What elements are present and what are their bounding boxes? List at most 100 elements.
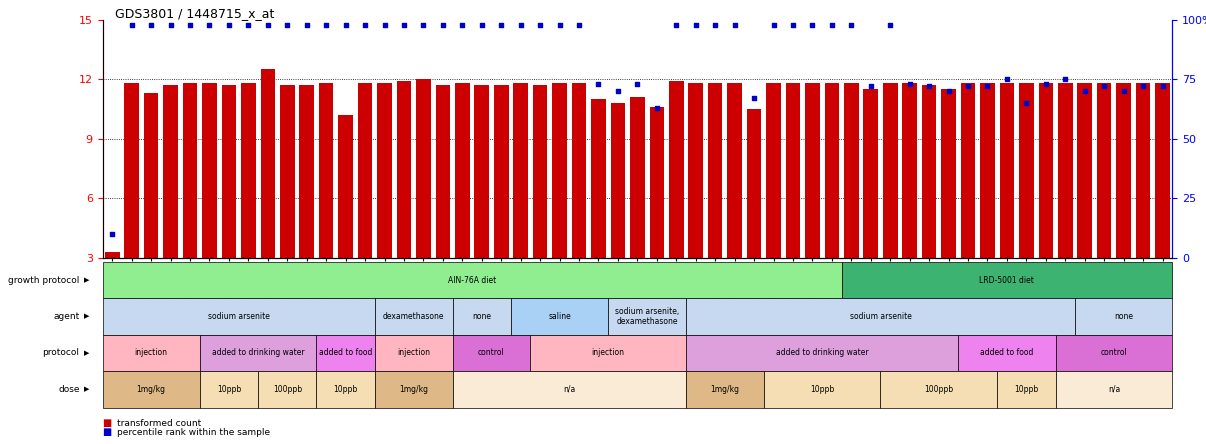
Bar: [1117, 83, 1131, 258]
Text: protocol: protocol: [42, 349, 80, 357]
Bar: [708, 83, 722, 258]
Point: [511, 21, 531, 28]
Bar: [766, 83, 780, 258]
Text: none: none: [473, 312, 491, 321]
Bar: [610, 103, 625, 258]
Text: ▶: ▶: [84, 313, 89, 320]
Text: percentile rank within the sample: percentile rank within the sample: [117, 428, 270, 436]
Point: [160, 21, 180, 28]
Bar: [883, 83, 897, 258]
Point: [394, 21, 414, 28]
Point: [1036, 80, 1055, 87]
Bar: [572, 83, 586, 258]
Point: [608, 88, 627, 95]
Bar: [941, 89, 956, 258]
Point: [763, 21, 783, 28]
Point: [842, 21, 861, 28]
Bar: [727, 83, 742, 258]
Text: n/a: n/a: [1108, 385, 1120, 394]
Text: 10ppb: 10ppb: [334, 385, 358, 394]
Point: [122, 21, 141, 28]
Text: GDS3801 / 1448715_x_at: GDS3801 / 1448715_x_at: [115, 7, 274, 20]
Bar: [1077, 83, 1091, 258]
Point: [1153, 83, 1172, 90]
Point: [900, 80, 919, 87]
Bar: [183, 83, 198, 258]
Bar: [455, 83, 469, 258]
Text: 10ppb: 10ppb: [1014, 385, 1038, 394]
Point: [297, 21, 316, 28]
Text: ▶: ▶: [84, 350, 89, 356]
Bar: [241, 83, 256, 258]
Bar: [1000, 83, 1014, 258]
Bar: [318, 83, 334, 258]
Point: [706, 21, 725, 28]
Text: injection: injection: [592, 349, 625, 357]
Point: [219, 21, 239, 28]
Point: [784, 21, 803, 28]
Bar: [650, 107, 665, 258]
Text: agent: agent: [53, 312, 80, 321]
Point: [589, 80, 608, 87]
Bar: [1038, 83, 1053, 258]
Bar: [747, 109, 761, 258]
Bar: [921, 85, 936, 258]
Text: injection: injection: [135, 349, 168, 357]
Bar: [980, 83, 995, 258]
Point: [1075, 88, 1094, 95]
Bar: [222, 85, 236, 258]
Point: [336, 21, 356, 28]
Point: [492, 21, 511, 28]
Bar: [552, 83, 567, 258]
Bar: [844, 83, 859, 258]
Bar: [630, 97, 645, 258]
Point: [277, 21, 297, 28]
Point: [822, 21, 842, 28]
Point: [978, 83, 997, 90]
Point: [686, 21, 706, 28]
Point: [1017, 99, 1036, 107]
Text: 1mg/kg: 1mg/kg: [399, 385, 428, 394]
Point: [667, 21, 686, 28]
Text: 10ppb: 10ppb: [810, 385, 835, 394]
Bar: [825, 83, 839, 258]
Bar: [961, 83, 976, 258]
Point: [452, 21, 472, 28]
Point: [919, 83, 938, 90]
Text: ▶: ▶: [84, 277, 89, 283]
Bar: [591, 99, 605, 258]
Point: [861, 83, 880, 90]
Point: [181, 21, 200, 28]
Text: added to food: added to food: [980, 349, 1034, 357]
Point: [356, 21, 375, 28]
Text: control: control: [1101, 349, 1128, 357]
Bar: [669, 81, 684, 258]
Bar: [533, 85, 548, 258]
Bar: [144, 93, 158, 258]
Point: [375, 21, 394, 28]
Bar: [806, 83, 820, 258]
Text: dexamethasone: dexamethasone: [384, 312, 445, 321]
Text: sodium arsenite: sodium arsenite: [849, 312, 912, 321]
Text: control: control: [478, 349, 505, 357]
Point: [648, 104, 667, 111]
Point: [141, 21, 160, 28]
Text: n/a: n/a: [563, 385, 575, 394]
Text: saline: saline: [549, 312, 570, 321]
Text: transformed count: transformed count: [117, 419, 201, 428]
Bar: [689, 83, 703, 258]
Bar: [280, 85, 294, 258]
Point: [472, 21, 491, 28]
Text: 10ppb: 10ppb: [217, 385, 241, 394]
Point: [959, 83, 978, 90]
Bar: [416, 79, 431, 258]
Point: [433, 21, 452, 28]
Bar: [902, 83, 917, 258]
Point: [803, 21, 822, 28]
Bar: [203, 83, 217, 258]
Point: [880, 21, 900, 28]
Point: [316, 21, 335, 28]
Point: [239, 21, 258, 28]
Text: LRD-5001 diet: LRD-5001 diet: [979, 276, 1035, 285]
Point: [200, 21, 219, 28]
